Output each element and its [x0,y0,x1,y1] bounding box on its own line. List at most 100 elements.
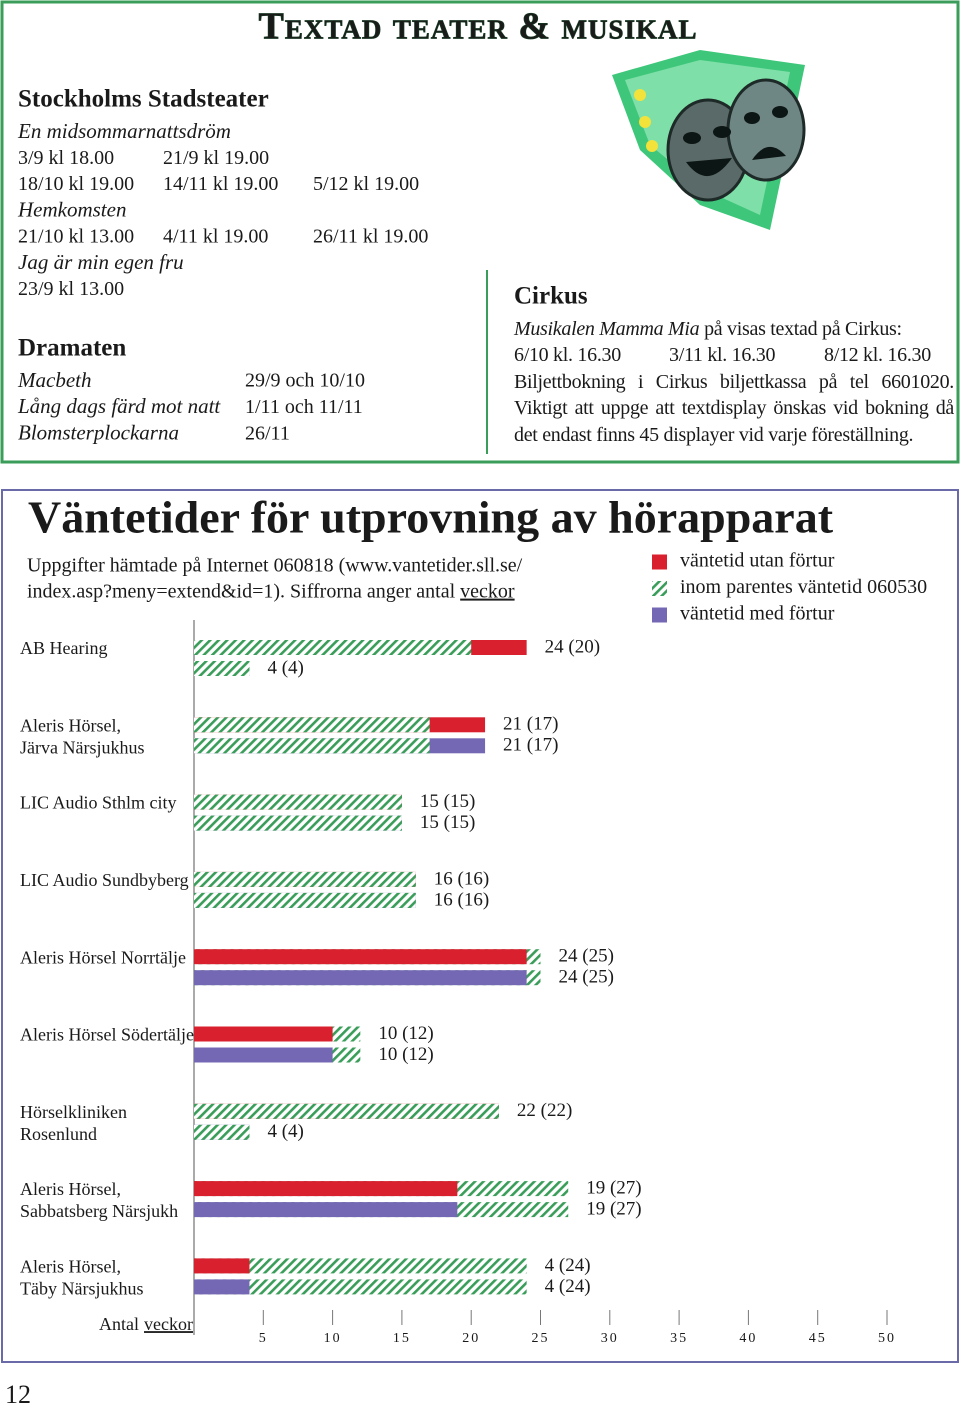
x-tick-label: 45 [809,1331,827,1346]
value-label: 4 (4) [267,657,303,678]
show-title: En midsommarnattsdröm [17,119,231,143]
value-label: 24 (20) [545,636,600,657]
previous-bar [194,871,416,887]
show-title: Hemkomsten [17,197,126,221]
previous-bar [194,738,430,754]
value-label: 4 (24) [545,1276,591,1297]
category-label: Aleris Hörsel, [20,1179,121,1199]
chart-title: Väntetider för utprovning av hörapparat [28,492,834,543]
category-label: Aleris Hörsel, [20,715,121,735]
x-axis-label: Antal [99,1314,139,1334]
category-label: LIC Audio Sundbyberg [20,870,189,890]
masks-illustration [612,50,806,230]
x-tick-label: 25 [532,1331,550,1346]
legend-swatch [652,607,667,623]
previous-bar [194,1103,499,1119]
venue-name: Dramaten [18,335,126,362]
legend-swatch [652,554,667,570]
x-tick-label: 5 [259,1331,268,1346]
previous-bar [194,794,402,810]
x-tick-label: 30 [601,1331,619,1346]
category-label: AB Hearing [20,638,107,658]
previous-bar [194,1124,250,1140]
legend-label: väntetid med förtur [680,603,835,625]
value-label: 19 (27) [586,1177,641,1198]
date: 29/9 och 10/10 [245,370,365,392]
bar [194,1258,250,1274]
bar [194,970,527,986]
show-title: Musikalen Mamma Mia [514,318,700,340]
legend-swatch [652,581,667,596]
legend-label: inom parentes väntetid 060530 [680,576,927,598]
bar [194,1202,458,1218]
cirkus-info: Musikalen Mamma Mia på visas textad på C… [514,316,954,448]
x-tick-label: 40 [739,1331,757,1346]
value-label: 16 (16) [434,889,489,910]
value-label: 4 (24) [545,1255,591,1276]
bar [194,1047,333,1063]
venue-name: Stockholms Stadsteater [18,86,269,113]
previous-bar [194,1258,527,1274]
previous-bar [194,1279,527,1295]
previous-bar [194,661,250,676]
category-label: Täby Närsjukhus [20,1279,143,1299]
previous-bar [194,892,416,908]
value-label: 15 (15) [420,791,475,812]
date: 8/12 kl. 16.30 [824,344,931,367]
value-label: 16 (16) [434,868,489,889]
x-tick-label: 15 [393,1331,411,1346]
x-tick-label: 35 [670,1331,688,1346]
date: 4/11 kl 19.00 [163,225,268,247]
bar [194,949,527,965]
subtitle-link: veckor [460,581,515,603]
date: 26/11 [245,422,290,444]
value-label: 19 (27) [586,1198,641,1219]
subtitle: index.asp?meny=extend&id=1). Siffrorna a… [27,581,456,603]
value-label: 21 (17) [503,735,558,756]
date: 1/11 och 11/11 [245,396,363,418]
value-label: 10 (12) [378,1023,433,1044]
venue-name: Cirkus [514,283,588,310]
value-label: 21 (17) [503,714,558,735]
value-label: 10 (12) [378,1044,433,1065]
value-label: 15 (15) [420,812,475,833]
category-label: Hörselkliniken [20,1102,127,1122]
theater-box [0,0,960,464]
date: 21/9 kl 19.00 [163,147,269,169]
value-label: 22 (22) [517,1100,572,1121]
category-label: Sabbatsberg Närsjukh [20,1201,178,1221]
date: 18/10 kl 19.00 [18,173,134,195]
date: 5/12 kl 19.00 [313,173,419,195]
show-title: Macbeth [17,368,91,392]
date: 26/11 kl 19.00 [313,225,428,247]
previous-bar [194,815,402,831]
x-tick-label: 10 [324,1331,342,1346]
date: 6/10 kl. 16.30 [514,344,621,367]
page-number: 12 [5,1380,31,1408]
intro: på visas textad på Cirkus: [704,318,902,340]
chart-box [1,489,959,1363]
date: 23/9 kl 13.00 [18,278,124,300]
legend-label: väntetid utan förtur [680,550,835,572]
date: 3/9 kl 18.00 [18,147,114,169]
category-label: Aleris Hörsel, [20,1257,121,1277]
category-label: LIC Audio Sthlm city [20,793,177,813]
x-tick-label: 50 [878,1331,896,1346]
category-label: Rosenlund [20,1124,97,1144]
value-label: 4 (4) [267,1121,303,1142]
page-title: Textad teater & musikal [258,6,697,48]
bar [194,1279,250,1295]
value-label: 24 (25) [559,967,614,988]
date: 21/10 kl 13.00 [18,225,134,247]
date: 3/11 kl. 16.30 [669,344,776,367]
category-label: Aleris Hörsel Södertälje [20,1025,194,1045]
bar [194,1181,458,1197]
booking-text: Biljettbokning i Cirkus biljettkassa på … [514,370,954,446]
previous-bar [194,640,472,655]
subtitle: Uppgifter hämtade på Internet 060818 (ww… [27,555,523,577]
show-title: Blomsterplockarna [18,421,179,445]
date: 14/11 kl 19.00 [163,173,278,195]
category-label: Järva Närsjukhus [20,737,144,757]
